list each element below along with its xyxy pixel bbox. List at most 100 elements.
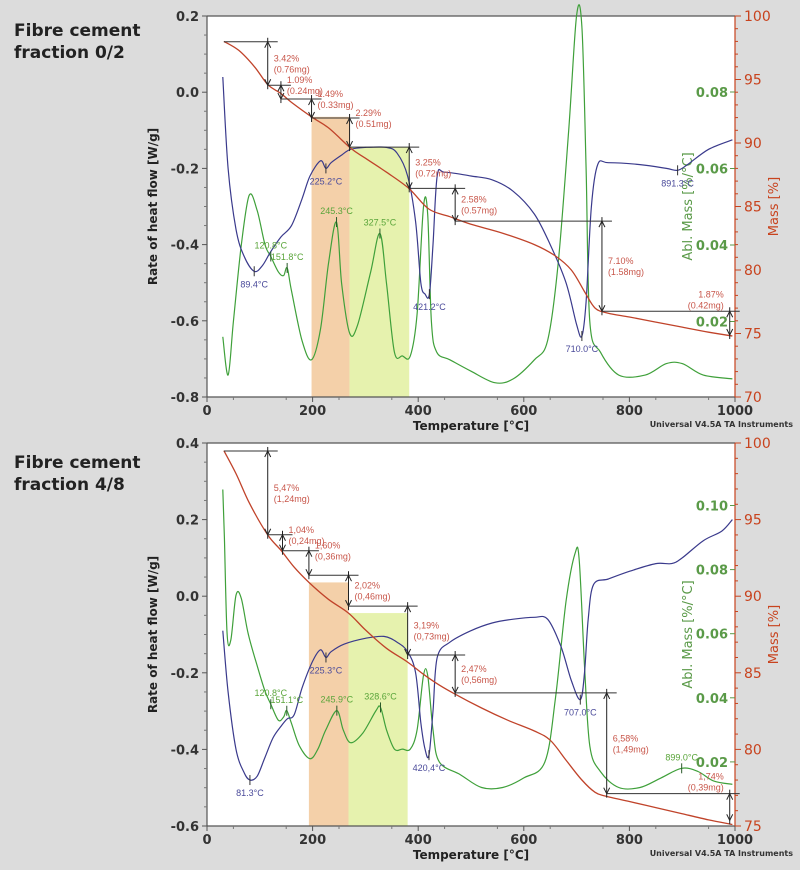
mass-tick-label: 70	[744, 390, 762, 406]
plot-area	[207, 16, 735, 397]
chart-panel-fraction-4-8: 0 200 400 600 800 1000 Temperature [°C] Univers…	[146, 436, 793, 862]
mass-step-mg: (0.72mg)	[415, 169, 451, 179]
peak-label: 81.3°C	[236, 788, 264, 798]
arrow-up-icon	[305, 549, 313, 557]
arrow-up-icon	[264, 449, 272, 458]
mass-step-percent: 1.09%	[287, 75, 313, 85]
mass-step-mg: (0,24mg)	[289, 536, 325, 546]
mass-step-percent: 7.10%	[608, 256, 634, 266]
mass-axis-title: Mass [%]	[767, 177, 782, 236]
mass-step-mg: (0,36mg)	[315, 552, 351, 562]
mass-step-mg: (0.24mg)	[287, 86, 323, 96]
mass-axis-title: Mass [%]	[767, 605, 782, 664]
deriv-mass-curve	[222, 489, 733, 790]
x-tick-label: 800	[616, 833, 643, 848]
peak-label: 225.2°C	[310, 176, 343, 186]
left-tick-label: -0.6	[171, 820, 199, 835]
deriv-axis-title: Abl. Mass [%/°C]	[681, 152, 696, 260]
shaded-band-orange	[311, 116, 350, 397]
peak-label: 421.2°C	[413, 302, 446, 312]
mass-tick-label: 100	[744, 436, 771, 452]
x-axis-title: Temperature [°C]	[413, 848, 529, 862]
mass-step-mg: (0.57mg)	[461, 206, 497, 216]
mass-step-percent: 3.42%	[274, 53, 300, 63]
mass-curve	[223, 40, 733, 337]
shaded-band-green	[349, 147, 410, 397]
deriv-axis-title: Abl. Mass [%/°C]	[681, 580, 696, 688]
mass-step-percent: 1,74%	[698, 772, 724, 782]
left-tick-label: -0.4	[171, 743, 199, 758]
x-tick-label: 1000	[717, 833, 753, 848]
x-tick-label: 400	[405, 404, 432, 419]
x-tick-label: 600	[510, 833, 537, 848]
mass-tick-label: 75	[744, 819, 762, 835]
panel-title-bottom-line1: Fibre cement	[14, 453, 141, 473]
left-tick-label: 0.2	[176, 514, 199, 529]
arrow-up-icon	[598, 219, 606, 228]
peak-label: 120.8°C	[254, 240, 287, 250]
left-tick-label: -0.2	[171, 667, 199, 682]
mass-step-mg: (1,24mg)	[274, 494, 310, 504]
arrow-up-icon	[726, 310, 734, 318]
peak-label: 891.3°C	[661, 178, 694, 188]
panel-title-top-line1: Fibre cement	[14, 21, 141, 41]
mass-curve	[223, 450, 733, 826]
panel-title-bottom-line2: fraction 4/8	[14, 475, 125, 495]
mass-step-percent: 1,60%	[315, 541, 341, 551]
mass-step-mg: (0.42mg)	[688, 300, 724, 310]
arrow-down-icon	[726, 814, 734, 822]
left-tick-label: -0.4	[171, 239, 199, 254]
left-tick-label: 0.0	[176, 590, 199, 605]
mass-step-percent: 2,02%	[355, 581, 381, 591]
instrument-footer: Universal V4.5A TA Instruments	[650, 420, 794, 429]
mass-step-percent: 1.49%	[318, 89, 344, 99]
arrow-up-icon	[451, 187, 459, 195]
chart-panel-fraction-0-2: 0 200 400 600 800 1000 Temperature [°C] Univers…	[146, 4, 794, 433]
peak-label: 328.6°C	[364, 691, 397, 701]
peak-label: 245.3°C	[320, 206, 353, 216]
arrow-up-icon	[404, 605, 412, 613]
plot-area	[207, 443, 735, 826]
x-tick-label: 0	[202, 833, 211, 848]
deriv-tick-label: 0.08	[696, 564, 728, 579]
mass-step-mg: (0.51mg)	[356, 119, 392, 129]
mass-step-percent: 2.58%	[461, 195, 487, 205]
mass-step-mg: (0.33mg)	[318, 100, 354, 110]
mass-step-percent: 2.29%	[356, 108, 382, 118]
peak-label: 151.1°C	[270, 695, 303, 705]
mass-step-mg: (1,49mg)	[613, 744, 649, 754]
left-tick-label: -0.2	[171, 162, 199, 177]
x-axis-title: Temperature [°C]	[413, 419, 529, 433]
panel-title-top-line2: fraction 0/2	[14, 43, 125, 63]
mass-tick-label: 90	[744, 136, 762, 152]
left-tick-label: -0.6	[171, 315, 199, 330]
x-tick-label: 200	[299, 833, 326, 848]
mass-tick-label: 80	[744, 742, 762, 758]
mass-step-mg: (0,56mg)	[461, 675, 497, 685]
arrow-up-icon	[346, 116, 354, 125]
shaded-band-orange	[308, 582, 349, 826]
deriv-tick-label: 0.10	[696, 500, 728, 515]
left-tick-label: 0.0	[176, 86, 199, 101]
mass-step-mg: (0,73mg)	[414, 632, 450, 642]
left-tick-label: 0.2	[176, 10, 199, 25]
left-axis-title: Rate of heat flow [W/g]	[146, 128, 160, 285]
heat-flow-curve	[222, 76, 733, 338]
arrow-up-icon	[279, 533, 286, 541]
mass-tick-label: 85	[744, 200, 762, 216]
arrow-up-icon	[451, 653, 459, 662]
peak-label: 420,4°C	[413, 763, 446, 773]
peak-label: 899.0°C	[665, 752, 698, 762]
peak-label: 707.0°C	[564, 708, 597, 718]
mass-tick-label: 95	[744, 73, 762, 89]
mass-step-percent: 2,47%	[461, 664, 487, 674]
peak-label: 245.9°C	[321, 695, 354, 705]
mass-tick-label: 90	[744, 589, 762, 605]
deriv-mass-curve	[222, 4, 733, 384]
mass-step-mg: (1.58mg)	[608, 267, 644, 277]
peak-label: 151.8°C	[271, 252, 304, 262]
peak-label: 710.0°C	[566, 344, 599, 354]
shaded-band-green	[348, 613, 408, 826]
mass-tick-label: 100	[744, 9, 771, 25]
